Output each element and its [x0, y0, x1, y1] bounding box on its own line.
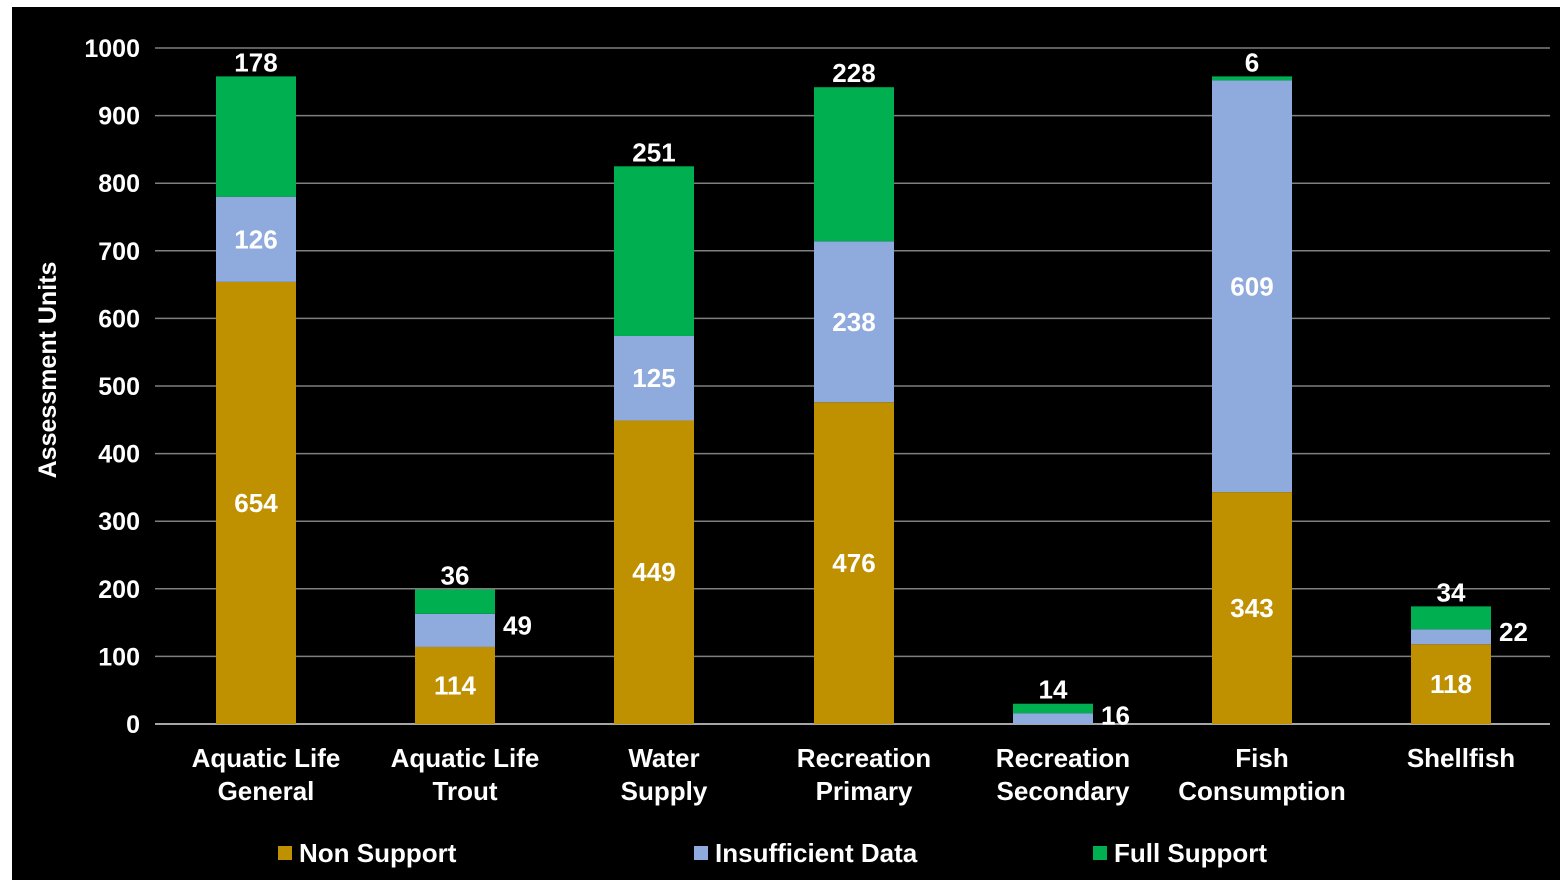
- data-label: 22: [1499, 617, 1528, 647]
- y-tick-label: 300: [98, 508, 140, 536]
- y-tick-label: 0: [126, 711, 140, 739]
- data-label: 125: [632, 363, 675, 393]
- data-label: 36: [441, 560, 470, 590]
- legend-swatch: [694, 846, 708, 860]
- data-label: 228: [832, 58, 875, 88]
- x-tick-label: Consumption: [1178, 776, 1346, 806]
- bar-non-support-3: [814, 402, 894, 724]
- legend-swatch: [278, 846, 292, 860]
- bar-insufficient-data-3: [814, 241, 894, 403]
- y-axis-label: Assessment Units: [34, 262, 62, 479]
- legend-label: Insufficient Data: [715, 838, 918, 868]
- x-tick-label: General: [218, 776, 315, 806]
- bar-full-support-2: [614, 166, 694, 336]
- bar-full-support-1: [415, 589, 495, 614]
- data-label: 654: [234, 488, 278, 518]
- data-label: 14: [1039, 675, 1068, 705]
- x-tick-label: Secondary: [997, 776, 1130, 806]
- bar-non-support-6: [1411, 644, 1491, 724]
- legend-label: Full Support: [1114, 838, 1267, 868]
- y-tick-label: 200: [98, 576, 140, 604]
- x-tick-label: Primary: [816, 776, 913, 806]
- bar-insufficient-data-0: [216, 196, 296, 282]
- data-label: 476: [832, 548, 875, 578]
- bar-insufficient-data-4: [1013, 713, 1093, 724]
- x-tick-label: Trout: [433, 776, 498, 806]
- data-label: 238: [832, 307, 875, 337]
- x-tick-label: Recreation: [797, 743, 931, 773]
- bar-non-support-5: [1212, 492, 1292, 724]
- y-tick-label: 500: [98, 373, 140, 401]
- bar-full-support-4: [1013, 703, 1093, 714]
- bar-insufficient-data-5: [1212, 80, 1292, 493]
- y-tick-label: 800: [98, 170, 140, 198]
- y-tick-label: 600: [98, 305, 140, 333]
- data-label: 251: [632, 137, 675, 167]
- x-tick-label: Water: [628, 743, 699, 773]
- bar-insufficient-data-6: [1411, 629, 1491, 645]
- x-tick-label: Shellfish: [1407, 743, 1515, 773]
- data-label: 6: [1245, 47, 1259, 77]
- data-label: 118: [1430, 669, 1472, 699]
- bar-insufficient-data-2: [614, 335, 694, 421]
- y-tick-label: 1000: [84, 35, 140, 63]
- x-tick-label: Fish: [1235, 743, 1288, 773]
- y-tick-label: 700: [98, 238, 140, 266]
- data-label: 178: [234, 47, 277, 77]
- data-labels: 654 126 178 114 49 36 449 125 251 476 238 228 16 14 34…: [234, 47, 1528, 730]
- bar-insufficient-data-1: [415, 613, 495, 647]
- bar-full-support-5: [1212, 76, 1292, 81]
- x-tick-label: Supply: [621, 776, 708, 806]
- bar-non-support-1: [415, 646, 495, 724]
- data-label: 609: [1230, 271, 1273, 301]
- bar-non-support-0: [216, 281, 296, 724]
- y-tick-label: 400: [98, 441, 140, 469]
- y-axis-ticks: 0 100 200 300 400 500 600 700 800 900 1000: [84, 35, 140, 739]
- x-tick-label: Recreation: [996, 743, 1130, 773]
- y-tick-label: 100: [98, 643, 140, 671]
- data-label: 16: [1101, 701, 1130, 731]
- x-tick-label: Aquatic Life: [391, 743, 540, 773]
- data-label: 126: [234, 224, 277, 254]
- bar-full-support-6: [1411, 606, 1491, 630]
- x-tick-label: Aquatic Life: [192, 743, 341, 773]
- legend-label: Non Support: [299, 838, 457, 868]
- data-label: 449: [632, 557, 675, 587]
- bar-non-support-2: [614, 420, 694, 724]
- bars: [216, 76, 1491, 724]
- bar-full-support-3: [814, 87, 894, 242]
- data-label: 34: [1437, 577, 1466, 607]
- data-label: 114: [434, 670, 476, 700]
- y-tick-label: 900: [98, 103, 140, 131]
- data-label: 49: [503, 610, 532, 640]
- legend: Non Support Insufficient Data Full Support: [278, 838, 1267, 868]
- bar-full-support-0: [216, 76, 296, 197]
- data-label: 343: [1230, 593, 1273, 623]
- legend-swatch: [1093, 846, 1107, 860]
